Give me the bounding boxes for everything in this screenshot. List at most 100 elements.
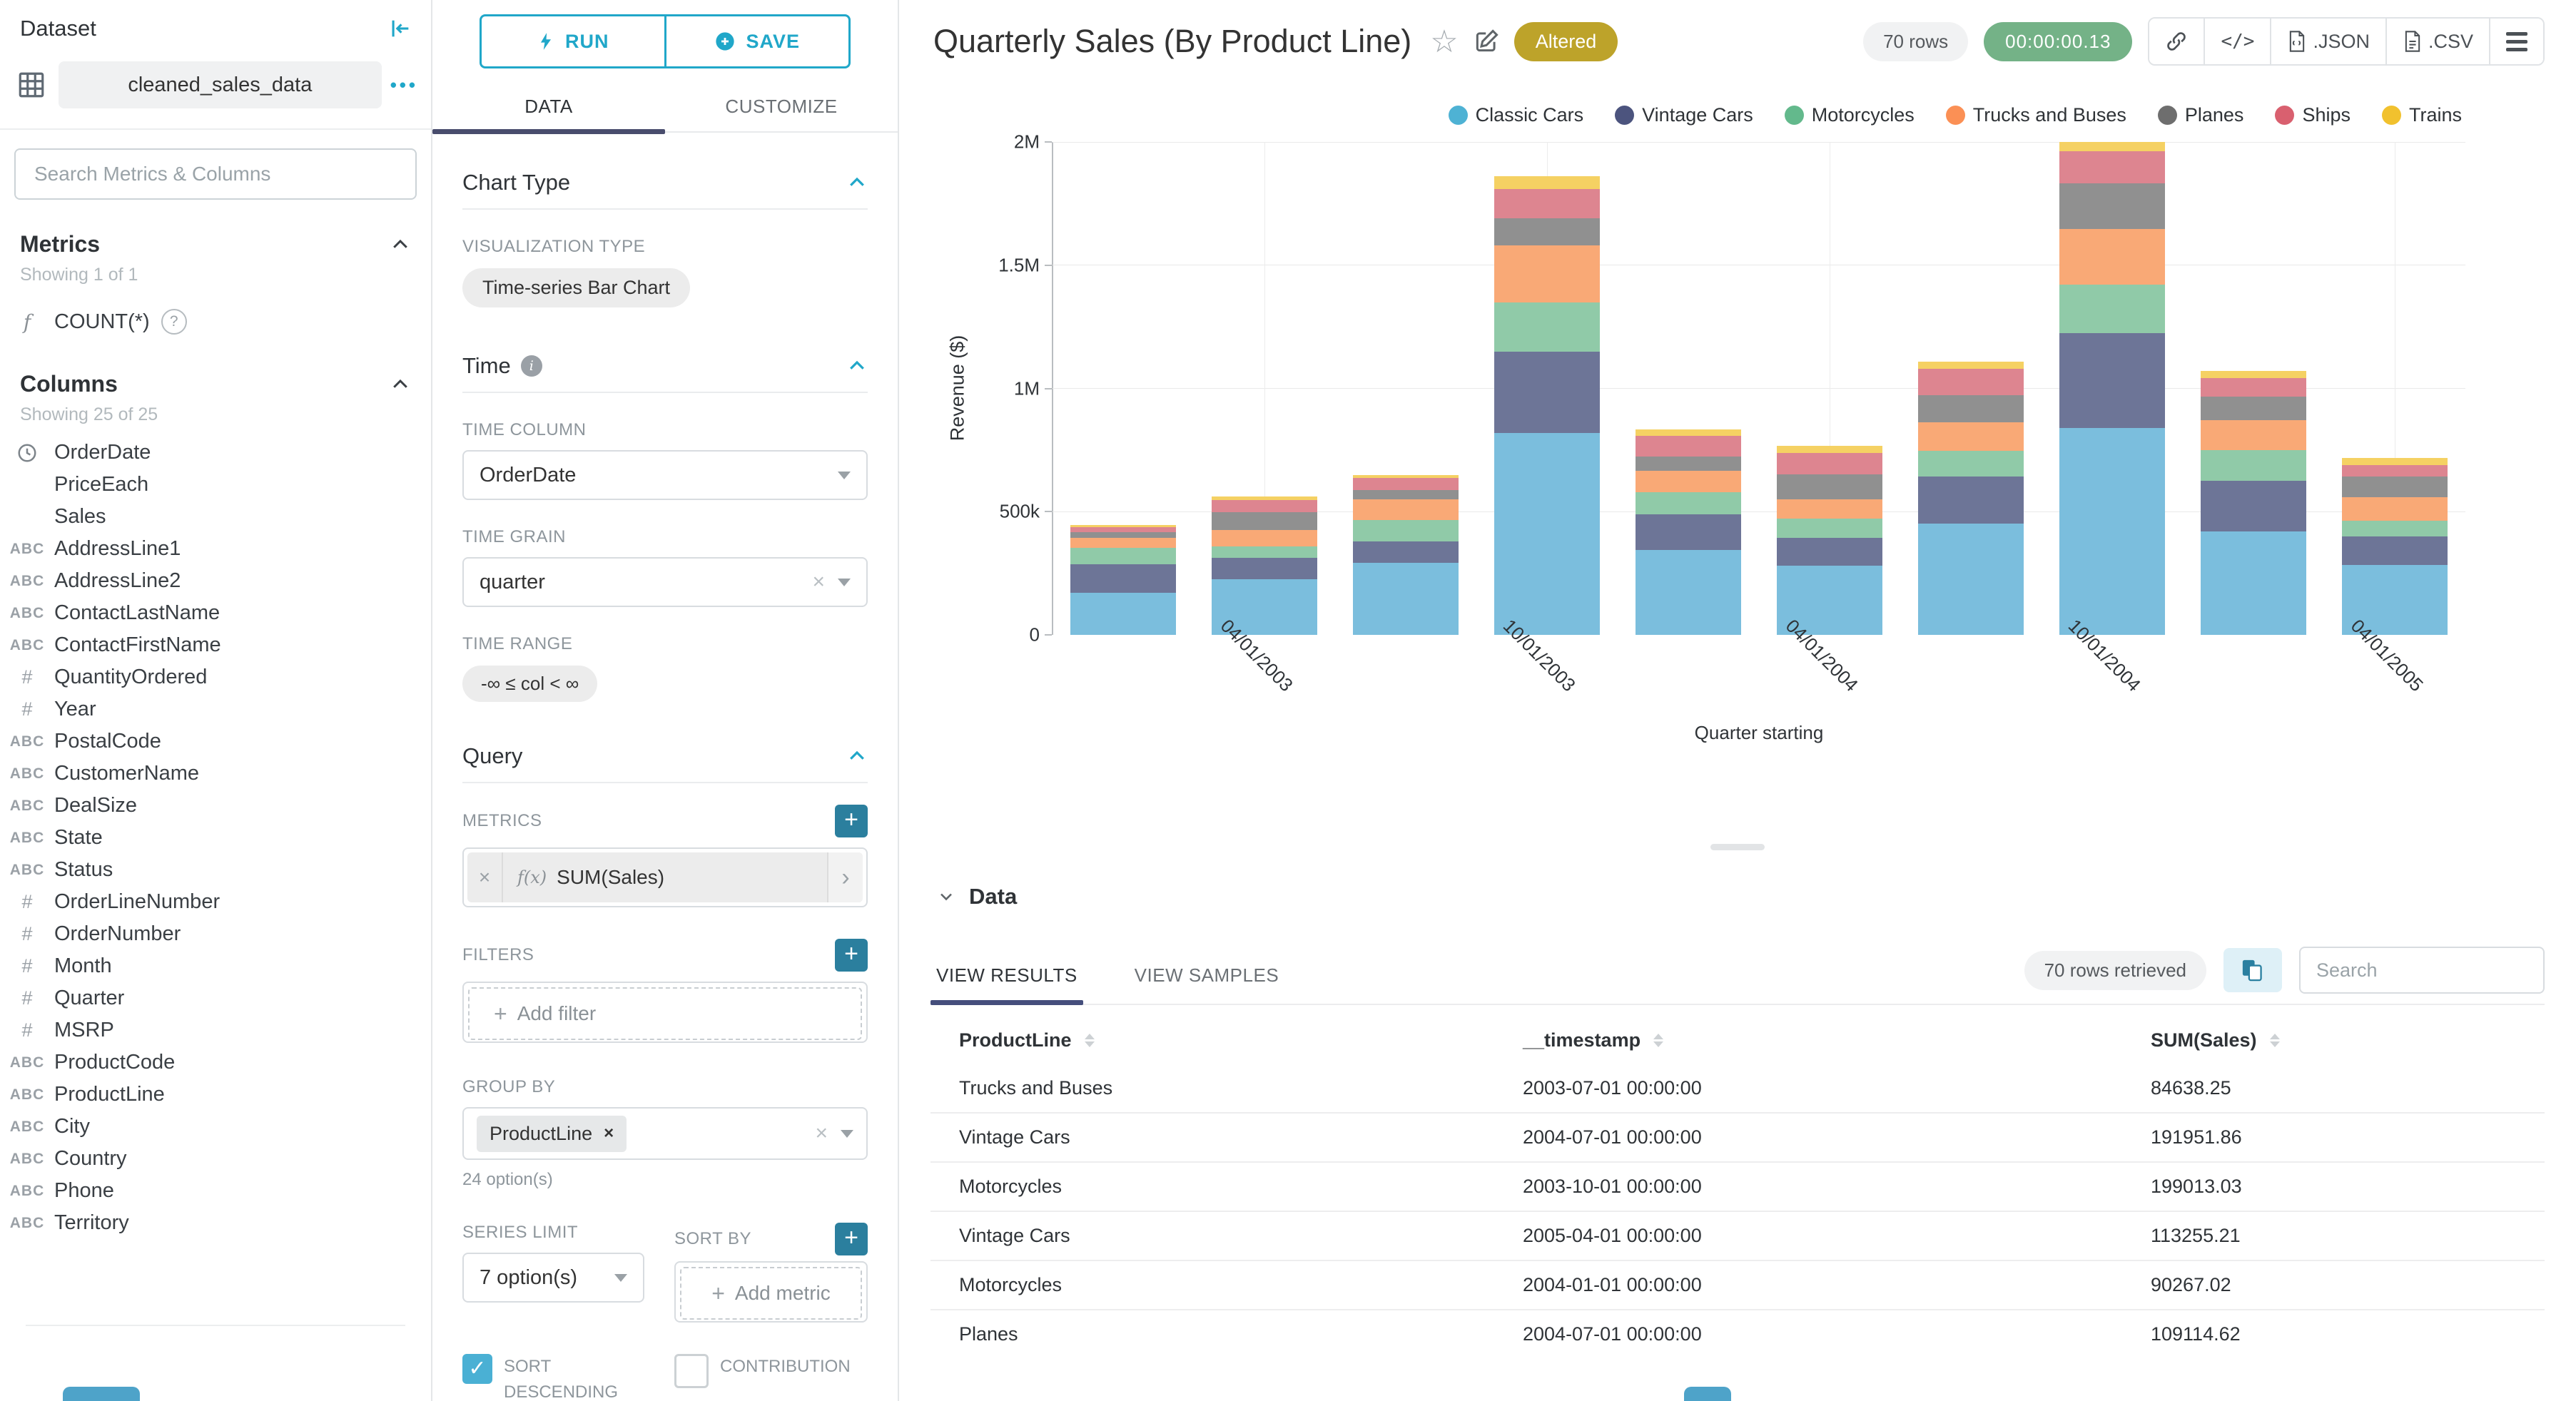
y-axis-title: Revenue ($): [946, 335, 968, 442]
column-item[interactable]: ABC Phone: [0, 1175, 431, 1207]
y-tick-mark: [1045, 634, 1052, 636]
chevron-up-icon[interactable]: [390, 374, 411, 395]
tab-view-results[interactable]: VIEW RESULTS: [930, 952, 1083, 1005]
dataset-more-icon[interactable]: •••: [390, 73, 418, 96]
column-item[interactable]: Sales: [0, 501, 431, 533]
column-header[interactable]: SUM(Sales): [2122, 1029, 2545, 1051]
tab-view-samples[interactable]: VIEW SAMPLES: [1134, 964, 1279, 986]
results-search-input[interactable]: [2315, 958, 2529, 982]
add-sort-metric-button[interactable]: +: [835, 1223, 868, 1255]
time-column-label: TIME COLUMN: [462, 420, 587, 439]
remove-metric-icon[interactable]: ×: [467, 852, 503, 902]
panel-resize-handle[interactable]: [1710, 844, 1765, 850]
column-item[interactable]: # OrderNumber: [0, 918, 431, 950]
legend-item[interactable]: Vintage Cars: [1615, 104, 1753, 126]
export-json-button[interactable]: .JSON: [2270, 19, 2385, 64]
metrics-columns-search[interactable]: [14, 148, 417, 200]
column-item[interactable]: ABC AddressLine1: [0, 533, 431, 565]
column-header[interactable]: __timestamp: [1494, 1029, 2122, 1051]
column-item[interactable]: ABC Country: [0, 1143, 431, 1175]
column-item[interactable]: ABC AddressLine2: [0, 565, 431, 597]
run-button[interactable]: RUN: [482, 16, 664, 66]
column-item[interactable]: ABC ContactLastName: [0, 597, 431, 629]
time-range-pill[interactable]: -∞ ≤ col < ∞: [462, 666, 598, 702]
add-filter-button[interactable]: +: [835, 939, 868, 972]
add-filter-area[interactable]: + Add filter: [468, 987, 862, 1040]
legend-item[interactable]: Classic Cars: [1448, 104, 1583, 126]
embed-code-button[interactable]: </>: [2204, 19, 2271, 64]
menu-button[interactable]: [2489, 19, 2543, 64]
bar-segment: [1636, 491, 1741, 514]
tab-customize[interactable]: CUSTOMIZE: [725, 96, 838, 117]
group-by-label: GROUP BY: [462, 1077, 556, 1096]
altered-badge[interactable]: Altered: [1513, 21, 1618, 61]
edit-title-icon[interactable]: [1473, 28, 1500, 55]
expand-metric-icon[interactable]: ›: [827, 852, 863, 902]
group-by-select[interactable]: ProductLine × ×: [462, 1107, 868, 1160]
sort-icon[interactable]: [1653, 1034, 1664, 1047]
legend-item[interactable]: Ships: [2275, 104, 2351, 126]
column-item[interactable]: ABC Territory: [0, 1207, 431, 1239]
chevron-up-icon[interactable]: [846, 745, 868, 767]
bar-segment: [1777, 538, 1882, 566]
sort-icon[interactable]: [1084, 1034, 1095, 1047]
column-item[interactable]: # Quarter: [0, 982, 431, 1014]
pagination-prev[interactable]: «: [1640, 1397, 1653, 1401]
save-button[interactable]: SAVE: [664, 16, 849, 66]
column-item[interactable]: ABC ContactFirstName: [0, 629, 431, 661]
column-item[interactable]: OrderDate: [0, 437, 431, 469]
column-item[interactable]: # OrderLineNumber: [0, 886, 431, 918]
collapse-sidebar-icon[interactable]: [388, 16, 412, 41]
column-header[interactable]: ProductLine: [930, 1029, 1494, 1051]
legend-item[interactable]: Motorcycles: [1784, 104, 1915, 126]
column-item[interactable]: ABC State: [0, 822, 431, 854]
column-item[interactable]: # Year: [0, 693, 431, 725]
column-item[interactable]: PriceEach: [0, 469, 431, 501]
copy-data-button[interactable]: [2223, 948, 2282, 992]
metric-chip[interactable]: × f(x) SUM(Sales) ›: [467, 852, 863, 902]
group-by-chip[interactable]: ProductLine ×: [477, 1115, 627, 1152]
legend-item[interactable]: Trains: [2381, 104, 2462, 126]
contribution-checkbox[interactable]: [674, 1354, 709, 1388]
column-item[interactable]: ABC PostalCode: [0, 725, 431, 758]
chevron-up-icon[interactable]: [846, 355, 868, 377]
time-grain-select[interactable]: quarter ×: [462, 557, 868, 607]
column-item[interactable]: ABC CustomerName: [0, 758, 431, 790]
favorite-star-icon[interactable]: ☆: [1430, 24, 1459, 59]
time-column-select[interactable]: OrderDate: [462, 450, 868, 500]
dataset-name[interactable]: cleaned_sales_data: [59, 61, 382, 108]
pagination-page-1[interactable]: 1: [1684, 1387, 1731, 1401]
series-limit-select[interactable]: 7 option(s): [462, 1253, 644, 1303]
sort-icon[interactable]: [2269, 1034, 2280, 1047]
export-csv-button[interactable]: .CSV: [2385, 19, 2489, 64]
clear-icon[interactable]: ×: [812, 570, 825, 593]
legend-item[interactable]: Trucks and Buses: [1945, 104, 2126, 126]
column-item[interactable]: ABC DealSize: [0, 790, 431, 822]
pagination-page-2[interactable]: 2: [1763, 1398, 1791, 1401]
column-item[interactable]: ABC ProductCode: [0, 1046, 431, 1079]
sort-descending-checkbox[interactable]: ✓: [462, 1354, 492, 1384]
chevron-up-icon[interactable]: [390, 234, 411, 255]
y-tick-label: 500k: [999, 500, 1040, 522]
results-search[interactable]: [2299, 947, 2545, 994]
metrics-showing: Showing 1 of 1: [20, 265, 138, 285]
visualization-type-pill[interactable]: Time-series Bar Chart: [462, 268, 691, 307]
clear-icon[interactable]: ×: [815, 1121, 828, 1145]
add-metric-button[interactable]: +: [835, 805, 868, 837]
pagination-next[interactable]: »: [1822, 1397, 1835, 1401]
legend-item[interactable]: Planes: [2157, 104, 2243, 126]
metric-item[interactable]: f COUNT(*) ?: [0, 285, 431, 338]
copy-link-button[interactable]: [2149, 19, 2204, 64]
chevron-up-icon[interactable]: [846, 172, 868, 193]
column-item[interactable]: # Month: [0, 950, 431, 982]
column-item[interactable]: # QuantityOrdered: [0, 661, 431, 693]
tab-data[interactable]: DATA: [524, 96, 573, 117]
column-item[interactable]: # MSRP: [0, 1014, 431, 1046]
chevron-down-icon[interactable]: [936, 887, 956, 907]
column-item[interactable]: ABC Status: [0, 854, 431, 886]
search-input[interactable]: [33, 162, 398, 186]
column-item[interactable]: ABC City: [0, 1111, 431, 1143]
remove-chip-icon[interactable]: ×: [604, 1124, 614, 1143]
add-sort-metric-area[interactable]: + Add metric: [680, 1267, 862, 1320]
column-item[interactable]: ABC ProductLine: [0, 1079, 431, 1111]
